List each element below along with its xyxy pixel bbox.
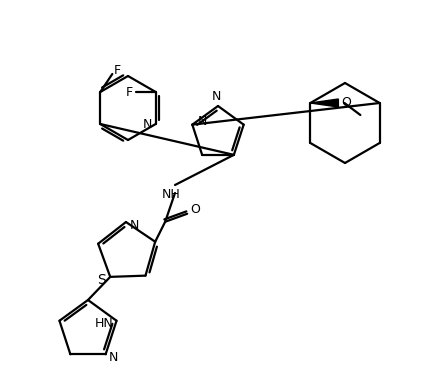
Text: NH: NH	[162, 188, 181, 201]
Text: F: F	[126, 86, 133, 98]
Text: O: O	[341, 96, 351, 110]
Text: HN: HN	[95, 317, 114, 330]
Text: S: S	[97, 273, 106, 287]
Text: F: F	[114, 64, 121, 76]
Polygon shape	[310, 99, 338, 107]
Text: N: N	[109, 351, 118, 364]
Text: N: N	[198, 115, 207, 128]
Text: N: N	[211, 90, 221, 103]
Text: O: O	[190, 203, 200, 216]
Text: N: N	[143, 117, 153, 130]
Text: N: N	[129, 218, 139, 232]
